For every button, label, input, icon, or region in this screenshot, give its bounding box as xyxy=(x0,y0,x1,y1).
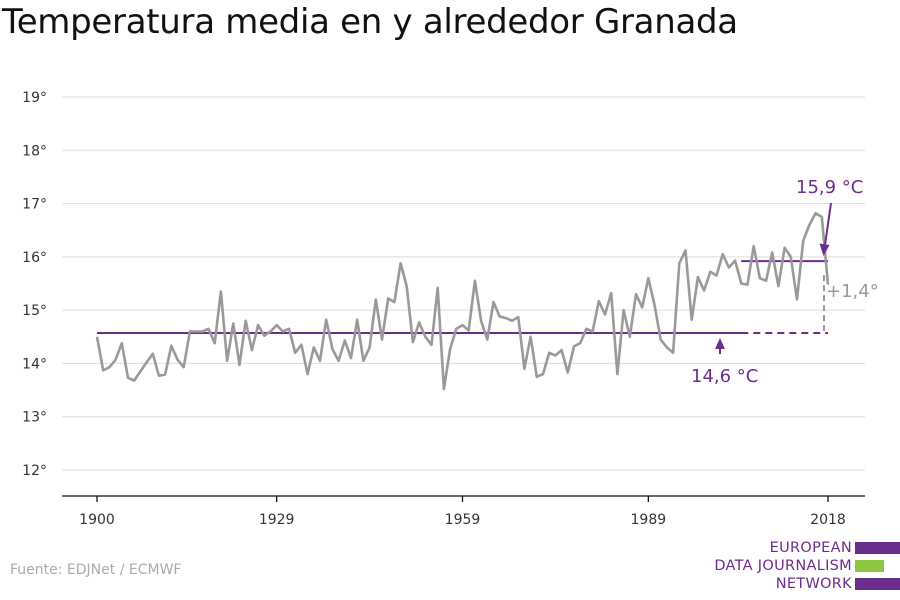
x-tick-label: 1929 xyxy=(259,512,295,528)
series-line xyxy=(95,211,830,391)
y-tick-label: 18° xyxy=(22,143,47,159)
temperature-chart: 12° 13° 14° 15° 16° 17° 18° 19° 1900 1929 1959 198… xyxy=(22,90,879,528)
logo-bar-2 xyxy=(855,560,884,572)
base-arrow-head xyxy=(715,338,725,349)
source-note: Fuente: EDJNet / ECMWF xyxy=(10,562,182,578)
x-tick-label: 1959 xyxy=(445,512,481,528)
difference-marker xyxy=(715,202,832,354)
logo-line-1: EUROPEAN xyxy=(769,540,852,556)
chart-title: Temperatura media en y alrededor Granada xyxy=(2,2,738,42)
baseline-average-label: 14,6 °C xyxy=(691,366,758,387)
y-tick-label: 14° xyxy=(22,356,47,372)
logo-bar-1 xyxy=(855,542,900,554)
x-tick-label: 1900 xyxy=(79,512,115,528)
difference-label: +1,4° xyxy=(826,281,879,302)
logo-bar-3 xyxy=(855,578,900,590)
y-tick-label: 16° xyxy=(22,250,47,266)
y-tick-label: 17° xyxy=(22,197,47,213)
x-tick-label: 2018 xyxy=(810,512,846,528)
recent-arrow-shaft xyxy=(824,202,832,246)
logo-text: EUROPEAN DATA JOURNALISM NETWORK xyxy=(714,539,852,593)
y-tick-label: 12° xyxy=(22,463,47,479)
edjnet-logo: EUROPEAN DATA JOURNALISM NETWORK xyxy=(705,539,900,595)
y-tick-label: 13° xyxy=(22,410,47,426)
y-tick-labels: 12° 13° 14° 15° 16° 17° 18° 19° xyxy=(22,90,47,479)
gridlines xyxy=(62,96,865,471)
x-tick-labels: 1900 1929 1959 1989 2018 xyxy=(79,496,846,528)
logo-line-2: DATA JOURNALISM xyxy=(714,558,852,574)
recent-average-label: 15,9 °C xyxy=(796,177,863,198)
x-tick-label: 1989 xyxy=(631,512,667,528)
recent-arrow-head xyxy=(819,243,830,256)
y-tick-label: 15° xyxy=(22,303,47,319)
y-tick-label: 19° xyxy=(22,90,47,106)
logo-line-3: NETWORK xyxy=(775,576,852,592)
